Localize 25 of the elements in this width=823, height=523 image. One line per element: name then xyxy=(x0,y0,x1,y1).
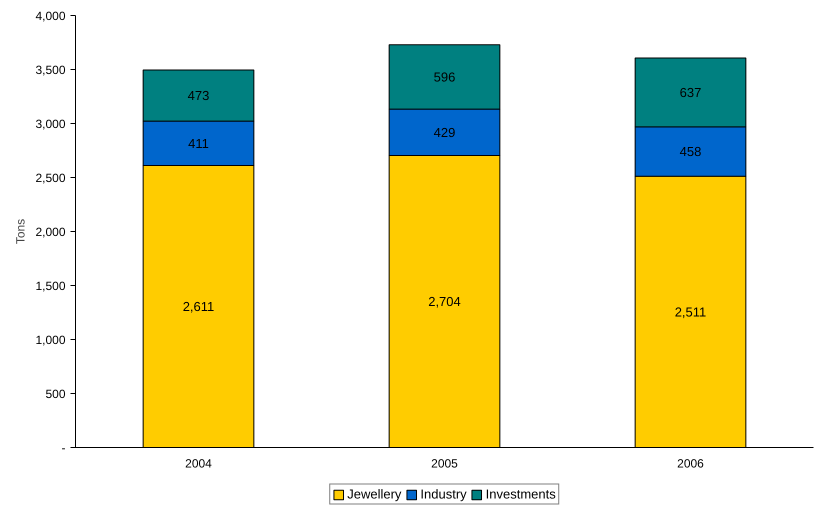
data-label: 2,611 xyxy=(182,299,214,314)
data-label: 458 xyxy=(680,144,702,160)
x-tick-label: 2006 xyxy=(677,456,704,470)
x-tick-label: 2005 xyxy=(431,456,458,470)
data-label: 429 xyxy=(434,124,456,140)
y-axis-title: Tons xyxy=(13,218,28,244)
y-tick-label: 500 xyxy=(45,387,66,401)
legend-label: Investments xyxy=(486,486,556,502)
legend-label: Industry xyxy=(420,486,467,502)
data-label: 2,704 xyxy=(428,294,461,309)
y-tick-label: 2,000 xyxy=(35,225,66,239)
x-tick-label: 2004 xyxy=(185,456,212,470)
data-label: 411 xyxy=(188,136,209,151)
data-label: 596 xyxy=(434,69,456,84)
y-tick-label: 3,500 xyxy=(35,63,66,77)
data-label: 637 xyxy=(680,84,702,100)
y-tick-label: 3,000 xyxy=(35,117,66,131)
data-label: 473 xyxy=(188,88,210,104)
legend-label: Jewellery xyxy=(347,486,402,502)
y-tick-label: 1,000 xyxy=(35,333,66,347)
y-tick-label: 2,500 xyxy=(35,171,66,185)
y-tick-label: 4,000 xyxy=(35,9,66,23)
y-tick-label: 1,500 xyxy=(35,279,66,293)
y-tick-label: - xyxy=(62,441,66,455)
data-label: 2,511 xyxy=(674,304,706,320)
